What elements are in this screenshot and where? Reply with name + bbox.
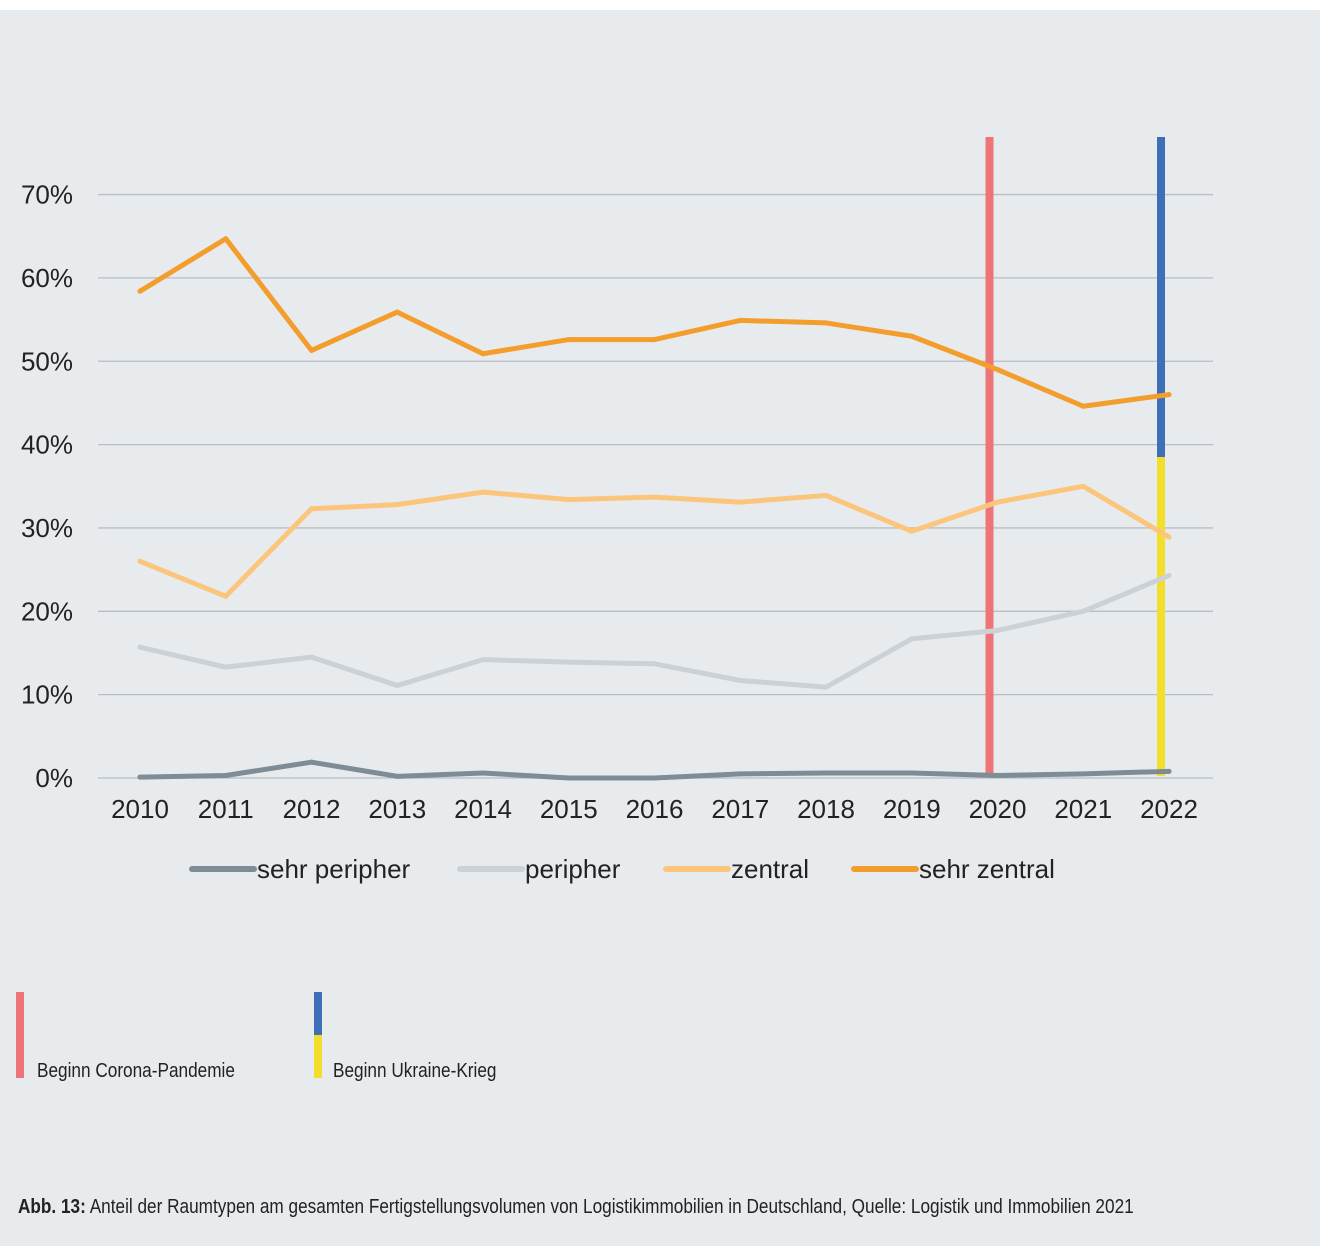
data-point bbox=[737, 499, 743, 505]
marker-line-2022-top bbox=[1157, 137, 1165, 458]
series-line-zentral bbox=[137, 483, 1172, 599]
legend-label: sehr zentral bbox=[919, 854, 1055, 884]
data-point bbox=[309, 506, 314, 512]
marker-line-2022-bottom bbox=[1157, 457, 1165, 776]
x-tick-label: 2021 bbox=[1054, 794, 1112, 824]
y-tick-label: 50% bbox=[21, 346, 73, 376]
x-tick-label: 2022 bbox=[1140, 794, 1198, 824]
data-point bbox=[652, 494, 657, 500]
x-tick-label: 2011 bbox=[198, 794, 254, 824]
data-point bbox=[480, 351, 486, 357]
figure-caption: Abb. 13: Anteil der Raumtypen am gesamte… bbox=[18, 1196, 1134, 1219]
data-point bbox=[223, 593, 229, 599]
legend-label: sehr peripher bbox=[257, 854, 411, 884]
x-tick-label: 2010 bbox=[111, 794, 169, 824]
legend: sehr peripher peripher zentral sehr zentral bbox=[189, 854, 1055, 884]
ukraine-marker-swatch-yellow bbox=[314, 1035, 322, 1078]
data-point bbox=[223, 236, 229, 242]
data-point bbox=[394, 682, 400, 688]
data-point bbox=[137, 644, 143, 650]
data-point bbox=[223, 772, 229, 778]
series-line-sehr-zentral bbox=[137, 236, 1172, 409]
y-tick-label: 0% bbox=[35, 763, 73, 793]
data-point bbox=[909, 770, 915, 776]
line-chart: 0% 10% 20% 30% 40% 50% 60% 70% 2010 2011 2012 2013… bbox=[21, 137, 1213, 884]
data-point bbox=[823, 770, 829, 776]
y-tick-label: 10% bbox=[21, 680, 73, 710]
data-point bbox=[1080, 403, 1086, 409]
data-point bbox=[137, 774, 143, 780]
ukraine-marker-swatch-blue bbox=[314, 992, 322, 1035]
data-point bbox=[1080, 608, 1086, 614]
data-point bbox=[1166, 392, 1172, 398]
chart-panel: 0% 10% 20% 30% 40% 50% 60% 70% 2010 2011 2012 2013… bbox=[0, 10, 1320, 1246]
data-point bbox=[823, 492, 829, 498]
data-point bbox=[737, 771, 743, 777]
data-point bbox=[1166, 572, 1172, 578]
y-tick-label: 30% bbox=[21, 513, 73, 543]
ukraine-marker-label: Beginn Ukraine-Krieg bbox=[333, 1060, 497, 1082]
x-tick-label: 2018 bbox=[797, 794, 855, 824]
data-point bbox=[823, 320, 829, 326]
data-point bbox=[309, 654, 314, 660]
legend-label: zentral bbox=[731, 854, 809, 884]
data-point bbox=[566, 337, 572, 343]
x-tick-label: 2020 bbox=[969, 794, 1027, 824]
data-point bbox=[566, 659, 572, 665]
x-tick-label: 2019 bbox=[883, 794, 941, 824]
series-lines bbox=[137, 236, 1172, 781]
x-axis-labels: 2010 2011 2012 2013 2014 2015 2016 2017 2018 2019… bbox=[111, 794, 1198, 824]
data-point bbox=[1166, 534, 1172, 540]
marker-line-2020 bbox=[985, 137, 994, 776]
data-point bbox=[566, 497, 572, 503]
x-tick-label: 2017 bbox=[711, 794, 769, 824]
data-point bbox=[909, 636, 915, 642]
data-point bbox=[394, 773, 400, 779]
data-point bbox=[995, 772, 1000, 778]
data-point bbox=[1166, 768, 1172, 774]
data-point bbox=[223, 664, 229, 670]
gridlines bbox=[98, 193, 1213, 779]
corona-marker-swatch bbox=[16, 992, 24, 1078]
y-tick-label: 60% bbox=[21, 263, 73, 293]
data-point bbox=[737, 317, 743, 323]
caption-text: Anteil der Raumtypen am gesamten Fertigs… bbox=[85, 1196, 1134, 1218]
y-tick-label: 70% bbox=[21, 180, 73, 210]
x-tick-label: 2015 bbox=[540, 794, 598, 824]
data-point bbox=[652, 661, 657, 667]
legend-label: peripher bbox=[525, 854, 621, 884]
event-markers bbox=[985, 137, 1165, 776]
y-tick-label: 20% bbox=[21, 596, 73, 626]
data-point bbox=[137, 288, 143, 294]
data-point bbox=[137, 558, 143, 564]
data-point bbox=[309, 759, 314, 765]
corona-marker-label: Beginn Corona-Pandemie bbox=[37, 1060, 235, 1082]
data-point bbox=[995, 367, 1000, 373]
y-axis-labels: 0% 10% 20% 30% 40% 50% 60% 70% bbox=[21, 180, 73, 793]
data-point bbox=[909, 333, 915, 339]
data-point bbox=[480, 770, 486, 776]
data-point bbox=[1080, 483, 1086, 489]
data-point bbox=[394, 502, 400, 508]
data-point bbox=[480, 489, 486, 495]
data-point bbox=[480, 657, 486, 663]
data-point bbox=[309, 347, 314, 353]
data-point bbox=[995, 627, 1000, 633]
caption-label: Abb. 13: bbox=[18, 1196, 86, 1218]
data-point bbox=[737, 677, 743, 683]
x-tick-label: 2013 bbox=[368, 794, 426, 824]
data-point bbox=[566, 775, 572, 781]
x-tick-label: 2012 bbox=[283, 794, 341, 824]
data-point bbox=[652, 775, 657, 781]
x-tick-label: 2016 bbox=[626, 794, 684, 824]
data-point bbox=[823, 684, 829, 690]
data-point bbox=[652, 337, 657, 343]
y-tick-label: 40% bbox=[21, 430, 73, 460]
x-tick-label: 2014 bbox=[454, 794, 512, 824]
data-point bbox=[909, 528, 915, 534]
data-point bbox=[995, 499, 1000, 505]
series-line-peripher bbox=[137, 572, 1172, 690]
data-point bbox=[394, 309, 400, 315]
data-point bbox=[1080, 771, 1086, 777]
